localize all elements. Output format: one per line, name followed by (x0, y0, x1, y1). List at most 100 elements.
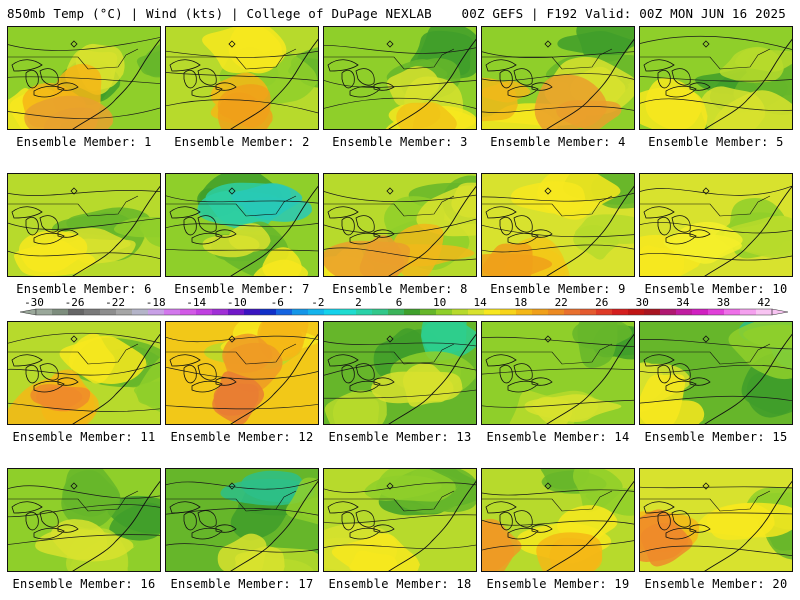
temperature-region (212, 371, 268, 424)
temperature-region (24, 95, 116, 129)
station-marker-icon (386, 335, 394, 343)
temperature-region (113, 216, 160, 238)
contour-line (640, 185, 792, 196)
contour-line (8, 250, 160, 260)
member-label-17: Ensemble Member: 17 (170, 577, 314, 591)
lake-outline (57, 82, 79, 91)
lake-outline (657, 69, 671, 89)
colorbar-swatch (596, 309, 613, 315)
lake-outline (183, 364, 197, 384)
station-marker-icon (544, 482, 552, 490)
contour-line (8, 402, 160, 412)
contour-line (8, 217, 160, 230)
contour-line (8, 485, 160, 499)
lake-outline (643, 206, 675, 219)
lake-outline (513, 510, 533, 528)
colorbar-swatch (340, 309, 357, 315)
coastline (388, 333, 476, 424)
colorbar-tick-label: -18 (146, 296, 166, 309)
temperature-region (713, 90, 792, 129)
lake-outline (215, 524, 237, 533)
member-label-2: Ensemble Member: 2 (174, 135, 310, 149)
member-map-7 (165, 173, 319, 277)
member-label-14: Ensemble Member: 14 (486, 430, 630, 444)
colorbar-swatch (164, 309, 181, 315)
member-map-13 (323, 321, 477, 425)
lake-outline (191, 232, 223, 245)
national-border (8, 490, 139, 512)
coastline (72, 480, 160, 571)
temperature-region (364, 475, 446, 501)
lake-outline (57, 229, 79, 238)
temperature-region (421, 322, 467, 355)
temperature-field (640, 174, 792, 276)
colorbar-tick-label: 38 (717, 296, 730, 309)
national-border (166, 490, 297, 512)
colorbar-swatch (676, 309, 693, 315)
colorbar-swatch (468, 309, 485, 315)
colorbar-swatch (308, 309, 325, 315)
temperature-region (451, 182, 476, 218)
temperature-field (482, 322, 634, 424)
lake-outline (25, 511, 39, 531)
lake-outline (11, 354, 43, 367)
contour-line (8, 190, 160, 196)
lake-outline (373, 82, 395, 91)
member-map-19 (481, 468, 635, 572)
lake-outline (33, 380, 65, 393)
temperature-field (166, 322, 318, 424)
lake-outline (355, 215, 375, 233)
coastline (546, 38, 634, 129)
lake-outline (531, 524, 553, 533)
contour-line (640, 364, 792, 373)
colorbar-swatch (260, 309, 277, 315)
colorbar-swatch (212, 309, 229, 315)
lake-outline (689, 229, 711, 238)
lake-outline (183, 511, 197, 531)
contour-line (640, 395, 792, 404)
lake-outline (341, 511, 355, 531)
lake-outline (341, 364, 355, 384)
member-map-14 (481, 321, 635, 425)
contour-line (8, 361, 160, 376)
lake-outline (25, 364, 39, 384)
temperature-region (202, 27, 289, 74)
lake-outline (191, 85, 223, 98)
colorbar-swatch (276, 309, 293, 315)
colorbar-swatch (52, 309, 69, 315)
lake-outline (355, 363, 375, 381)
contour-line (8, 332, 160, 344)
colorbar-tick-label: 42 (757, 296, 770, 309)
temperature-region (576, 27, 634, 62)
temperature-field (324, 27, 476, 129)
temperature-field (8, 174, 160, 276)
colorbar-frame (35, 308, 773, 316)
lake-outline (513, 215, 533, 233)
temperature-field (8, 469, 160, 571)
station-marker-icon (702, 335, 710, 343)
contour-line (8, 107, 160, 119)
lake-outline (507, 380, 539, 393)
contour-line (166, 223, 318, 229)
lake-outline (665, 380, 697, 393)
member-map-2 (165, 26, 319, 130)
station-marker-icon (386, 40, 394, 48)
member-map-17 (165, 468, 319, 572)
colorbar-swatch (660, 309, 677, 315)
member-map-6 (7, 173, 161, 277)
member-label-4: Ensemble Member: 4 (490, 135, 626, 149)
member-label-3: Ensemble Member: 3 (332, 135, 468, 149)
member-label-11: Ensemble Member: 11 (12, 430, 156, 444)
national-border (8, 343, 139, 365)
contour-line (324, 191, 476, 203)
coastline (72, 38, 160, 129)
contour-line (166, 335, 318, 343)
lake-outline (57, 524, 79, 533)
lake-outline (33, 232, 65, 245)
lake-outline (671, 510, 691, 528)
lake-outline (197, 68, 217, 86)
lake-outline (57, 377, 79, 386)
contour-line (324, 218, 476, 234)
temperature-region (534, 74, 610, 129)
temperature-field (324, 322, 476, 424)
